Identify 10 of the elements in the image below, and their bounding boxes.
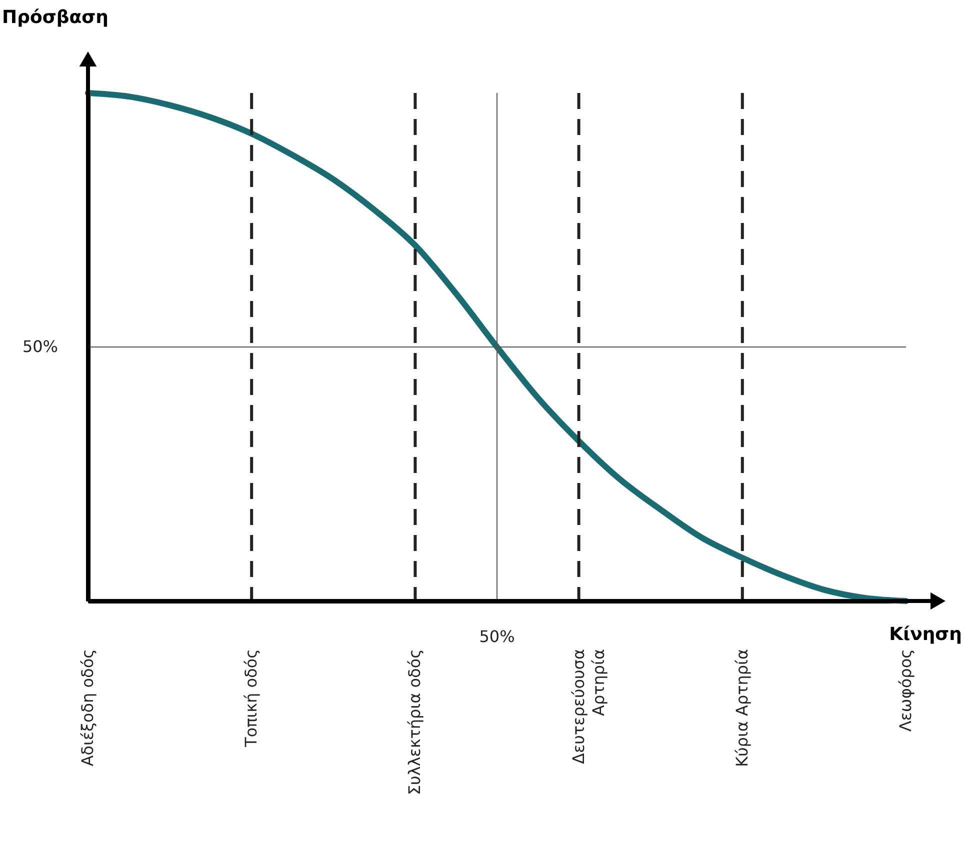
ref-line-label: 50% bbox=[22, 337, 58, 356]
y-axis-title: Πρόσβαση bbox=[2, 7, 108, 28]
x-tick-label: Συλλεκτήρια οδός bbox=[405, 649, 424, 796]
text: 50% bbox=[479, 627, 515, 646]
x-tick-label: Τοπική οδός bbox=[242, 649, 261, 748]
x-axis-title: Κίνηση bbox=[889, 624, 962, 645]
x-tick-label: Δευτερεύουσα Αρτηρία bbox=[568, 649, 608, 764]
x-tick-label: Αδιέξοδη οδός bbox=[78, 649, 97, 766]
x-tick-label: Κύρια Αρτηρία bbox=[732, 649, 752, 767]
x-tick-label: Λεωφόρος bbox=[896, 649, 915, 732]
